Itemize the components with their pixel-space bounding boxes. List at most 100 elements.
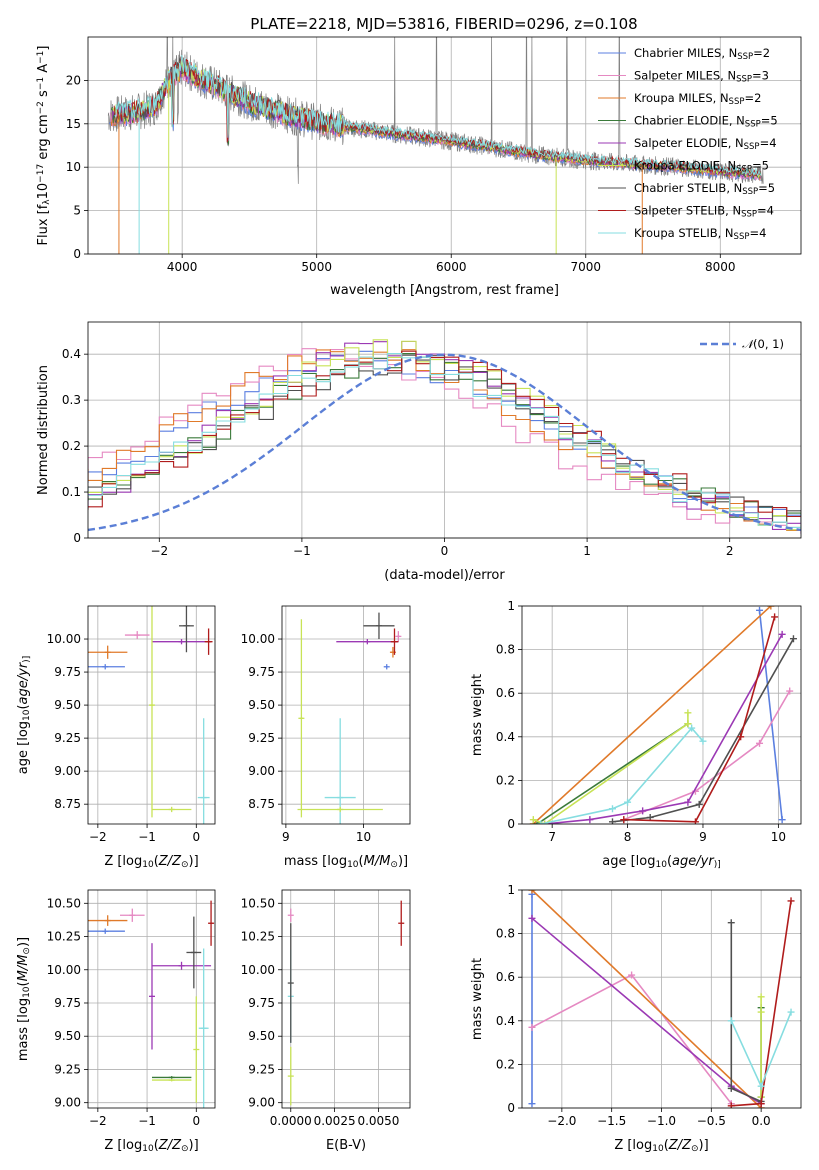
spectrum-y-axis-label: Flux [fλ10−17 erg cm−2 s−1 A−1] xyxy=(36,46,52,246)
weight-point-marker xyxy=(684,720,692,728)
x-tick-label: −1.5 xyxy=(597,1114,626,1128)
weight-vs-z-y-axis-label: mass weight xyxy=(470,958,485,1040)
weight-point-marker xyxy=(684,798,692,806)
mass-vs-ebv-plot xyxy=(287,900,405,1106)
residual-hist-plot xyxy=(88,339,801,534)
residual-y-axis-label: Normed distribution xyxy=(36,365,51,495)
x-tick-label: 7 xyxy=(548,830,556,844)
mass-vs-z-y-axis-label: mass [log10(M/M⊙)] xyxy=(16,937,32,1061)
residual-x-axis-label: (data-model)/error xyxy=(384,568,505,583)
weight-point-marker xyxy=(528,1023,536,1031)
errorbar-point xyxy=(197,718,210,824)
y-tick-label: 1 xyxy=(507,599,515,613)
y-tick-label: 0 xyxy=(507,1101,515,1115)
y-tick-label: 9.50 xyxy=(248,1029,275,1043)
age-vs-mass-plot xyxy=(297,612,402,824)
mass-vs-z-axes: −2 −1 0 9.00 9.25 9.50 9.75 10.00 10.25 10.50 Z [l… xyxy=(16,889,216,1154)
errorbar-point xyxy=(390,628,399,655)
age-vs-z-y-axis-label: age [log10(age/yr)] xyxy=(16,656,32,774)
y-tick-label: 9.50 xyxy=(54,698,81,712)
legend-entry: Salpeter MILES, NSSP=3 xyxy=(634,69,769,85)
y-tick-label: 9.75 xyxy=(54,665,81,679)
weight-point-marker xyxy=(528,890,536,894)
residual-hist-axes: −2 −1 0 1 2 0 0.1 0.2 0.3 0.4 (data-model)/error No… xyxy=(36,321,802,583)
y-tick-label: 15 xyxy=(66,117,81,131)
weight-point-marker xyxy=(756,739,764,747)
errorbar-point xyxy=(287,908,294,922)
svg-text:mass [log10(M/M⊙)]: mass [log10(M/M⊙)] xyxy=(16,937,32,1061)
y-tick-label: 10.25 xyxy=(47,930,81,944)
weight-point-marker xyxy=(771,613,779,621)
x-tick-label: −0.5 xyxy=(697,1114,726,1128)
y-tick-label: 10.00 xyxy=(47,963,81,977)
y-tick-label: 5 xyxy=(73,204,81,218)
y-tick-label: 9.50 xyxy=(248,698,275,712)
x-tick-label: 2 xyxy=(726,544,734,558)
x-tick-label: 1 xyxy=(583,544,591,558)
y-tick-label: 8.75 xyxy=(54,797,81,811)
weight-point-marker xyxy=(537,820,545,824)
weight-point-marker xyxy=(786,687,794,695)
spectrum-x-axis-label: wavelength [Angstrom, rest frame] xyxy=(330,283,559,298)
y-tick-label: 9.50 xyxy=(54,1029,81,1043)
weight-line-salpeter-miles xyxy=(623,690,791,821)
spectrum-legend: Chabrier MILES, NSSP=2 Salpeter MILES, NS… xyxy=(598,46,778,242)
errorbar-point xyxy=(208,900,215,946)
histogram-step-salpeter-miles xyxy=(88,348,801,528)
errorbar-point xyxy=(186,916,202,989)
weight-point-marker xyxy=(789,635,797,643)
errorbar-point xyxy=(297,806,383,813)
weight-point-marker xyxy=(608,818,616,824)
y-tick-label: 10.50 xyxy=(241,896,275,910)
x-tick-label: 9 xyxy=(282,830,290,844)
y-tick-label: 0 xyxy=(507,817,515,831)
x-tick-label: 0.0 xyxy=(752,1114,771,1128)
x-tick-label: 9 xyxy=(699,830,707,844)
y-tick-label: 9.25 xyxy=(248,1062,275,1076)
weight-point-marker xyxy=(727,1017,735,1025)
mass-vs-z-x-axis-label: Z [log10(Z/Z⊙)] xyxy=(104,1138,198,1154)
y-tick-label: 9.25 xyxy=(54,1062,81,1076)
legend-entry: Kroupa STELIB, NSSP=4 xyxy=(634,226,766,242)
age-vs-mass-x-axis-label: mass [log10(M/M⊙)] xyxy=(284,854,408,870)
y-tick-label: 9.75 xyxy=(248,996,275,1010)
y-tick-label: 9.00 xyxy=(54,1096,81,1110)
errorbar-point xyxy=(148,943,155,1050)
weight-line-kroupa-miles xyxy=(532,606,772,824)
errorbar-point xyxy=(151,639,212,645)
errorbar-point xyxy=(398,900,405,946)
y-tick-label: 20 xyxy=(66,73,81,87)
x-tick-label: −2.0 xyxy=(547,1114,576,1128)
errorbar-point xyxy=(151,1078,192,1082)
errorbar-point xyxy=(179,606,194,653)
figure-title: PLATE=2218, MJD=53816, FIBERID=0296, z=0… xyxy=(250,15,637,33)
weight-vs-age-frame xyxy=(521,605,802,825)
errorbar-point xyxy=(324,718,356,824)
errorbar-point xyxy=(198,948,209,1108)
weight-point-marker xyxy=(727,1084,735,1092)
weight-point-marker xyxy=(695,800,703,808)
errorbar-point xyxy=(88,915,128,926)
weight-point-marker xyxy=(529,816,537,824)
x-tick-label: −1 xyxy=(138,830,156,844)
y-tick-label: 9.25 xyxy=(248,731,275,745)
x-tick-label: 10 xyxy=(356,830,371,844)
y-tick-label: 0.3 xyxy=(62,393,81,407)
legend-entry: Kroupa MILES, NSSP=2 xyxy=(634,91,761,107)
mass-vs-z-plot xyxy=(88,900,215,1108)
errorbar-point xyxy=(383,664,390,670)
y-tick-label: 10.00 xyxy=(241,632,275,646)
weight-point-marker xyxy=(757,1008,765,1016)
x-tick-label: −2 xyxy=(89,830,107,844)
weight-point-marker xyxy=(688,724,696,732)
y-tick-label: 9.00 xyxy=(54,764,81,778)
errorbar-point xyxy=(287,923,294,1043)
weight-point-marker xyxy=(528,1100,536,1108)
weight-point-marker xyxy=(756,606,764,614)
x-tick-label: −1.0 xyxy=(647,1114,676,1128)
y-tick-label: 0.2 xyxy=(496,773,515,787)
weight-point-marker xyxy=(787,1008,795,1016)
errorbar-point xyxy=(193,996,200,1103)
x-tick-label: 0.0025 xyxy=(314,1114,356,1128)
weight-point-marker xyxy=(778,630,786,638)
